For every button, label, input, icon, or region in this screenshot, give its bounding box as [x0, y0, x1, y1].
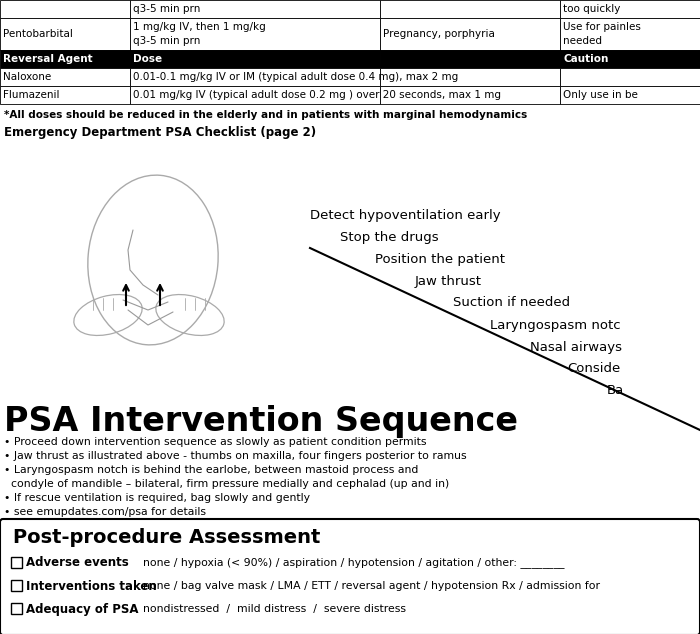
- Text: needed: needed: [563, 36, 602, 46]
- Bar: [0, 50, 130, 68]
- Text: nondistressed  /  mild distress  /  severe distress: nondistressed / mild distress / severe d…: [143, 604, 406, 614]
- Text: • Proceed down intervention sequence as slowly as patient condition permits: • Proceed down intervention sequence as …: [4, 437, 426, 447]
- Bar: [560, 86, 700, 104]
- Text: Conside: Conside: [567, 363, 620, 375]
- Bar: [130, 50, 380, 68]
- Bar: [0, 18, 130, 50]
- Text: condyle of mandible – bilateral, firm pressure medially and cephalad (up and in): condyle of mandible – bilateral, firm pr…: [4, 479, 449, 489]
- Text: q3-5 min prn: q3-5 min prn: [133, 36, 200, 46]
- Bar: [0, 0, 130, 18]
- Bar: [11, 557, 22, 568]
- Text: Post-procedure Assessment: Post-procedure Assessment: [13, 528, 321, 547]
- Text: Pentobarbital: Pentobarbital: [3, 29, 73, 39]
- Bar: [130, 0, 380, 18]
- Text: Stop the drugs: Stop the drugs: [340, 231, 439, 243]
- Bar: [380, 86, 560, 104]
- Bar: [11, 580, 22, 591]
- Text: Dose: Dose: [133, 54, 162, 64]
- Text: Use for painles: Use for painles: [563, 22, 641, 32]
- Text: none / bag valve mask / LMA / ETT / reversal agent / hypotension Rx / admission : none / bag valve mask / LMA / ETT / reve…: [143, 581, 600, 591]
- Bar: [560, 0, 700, 18]
- Bar: [130, 18, 380, 50]
- Text: Laryngospasm notc: Laryngospasm notc: [490, 318, 621, 332]
- Text: Suction if needed: Suction if needed: [453, 297, 570, 309]
- Text: Adverse events: Adverse events: [26, 557, 129, 569]
- Text: Adequacy of PSA: Adequacy of PSA: [26, 602, 139, 616]
- Text: 0.01-0.1 mg/kg IV or IM (typical adult dose 0.4 mg), max 2 mg: 0.01-0.1 mg/kg IV or IM (typical adult d…: [133, 72, 458, 82]
- Bar: [0, 68, 130, 86]
- Text: 1 mg/kg IV, then 1 mg/kg: 1 mg/kg IV, then 1 mg/kg: [133, 22, 266, 32]
- Text: Position the patient: Position the patient: [375, 252, 505, 266]
- Text: Naloxone: Naloxone: [3, 72, 51, 82]
- Bar: [560, 68, 700, 86]
- Bar: [380, 50, 560, 68]
- Text: Detect hypoventilation early: Detect hypoventilation early: [310, 209, 500, 221]
- Bar: [560, 50, 700, 68]
- Text: PSA Intervention Sequence: PSA Intervention Sequence: [4, 405, 518, 438]
- Text: • Jaw thrust as illustrated above - thumbs on maxilla, four fingers posterior to: • Jaw thrust as illustrated above - thum…: [4, 451, 467, 461]
- Bar: [380, 68, 560, 86]
- Bar: [130, 68, 380, 86]
- Text: Flumazenil: Flumazenil: [3, 90, 60, 100]
- Text: 0.01 mg/kg IV (typical adult dose 0.2 mg ) over 20 seconds, max 1 mg: 0.01 mg/kg IV (typical adult dose 0.2 mg…: [133, 90, 501, 100]
- Text: Pregnancy, porphyria: Pregnancy, porphyria: [383, 29, 495, 39]
- Text: none / hypoxia (< 90%) / aspiration / hypotension / agitation / other: ________: none / hypoxia (< 90%) / aspiration / hy…: [143, 557, 564, 569]
- Text: Caution: Caution: [563, 54, 608, 64]
- Bar: [11, 603, 22, 614]
- Text: Emergency Department PSA Checklist (page 2): Emergency Department PSA Checklist (page…: [4, 126, 316, 139]
- Bar: [0, 86, 130, 104]
- Text: • If rescue ventilation is required, bag slowly and gently: • If rescue ventilation is required, bag…: [4, 493, 310, 503]
- Text: too quickly: too quickly: [563, 4, 620, 14]
- Text: • see emupdates.com/psa for details: • see emupdates.com/psa for details: [4, 507, 206, 517]
- Text: Jaw thrust: Jaw thrust: [415, 275, 482, 287]
- Bar: [380, 0, 560, 18]
- FancyBboxPatch shape: [0, 519, 700, 634]
- Bar: [380, 18, 560, 50]
- Text: q3-5 min prn: q3-5 min prn: [133, 4, 200, 14]
- Bar: [560, 18, 700, 50]
- Text: Interventions taken: Interventions taken: [26, 579, 157, 593]
- Text: Reversal Agent: Reversal Agent: [3, 54, 92, 64]
- Text: • Laryngospasm notch is behind the earlobe, between mastoid process and: • Laryngospasm notch is behind the earlo…: [4, 465, 419, 475]
- Text: *All doses should be reduced in the elderly and in patients with marginal hemody: *All doses should be reduced in the elde…: [4, 110, 527, 120]
- Text: Nasal airways: Nasal airways: [530, 340, 622, 354]
- Bar: [130, 86, 380, 104]
- Text: Only use in be: Only use in be: [563, 90, 638, 100]
- Text: Ba: Ba: [607, 384, 624, 398]
